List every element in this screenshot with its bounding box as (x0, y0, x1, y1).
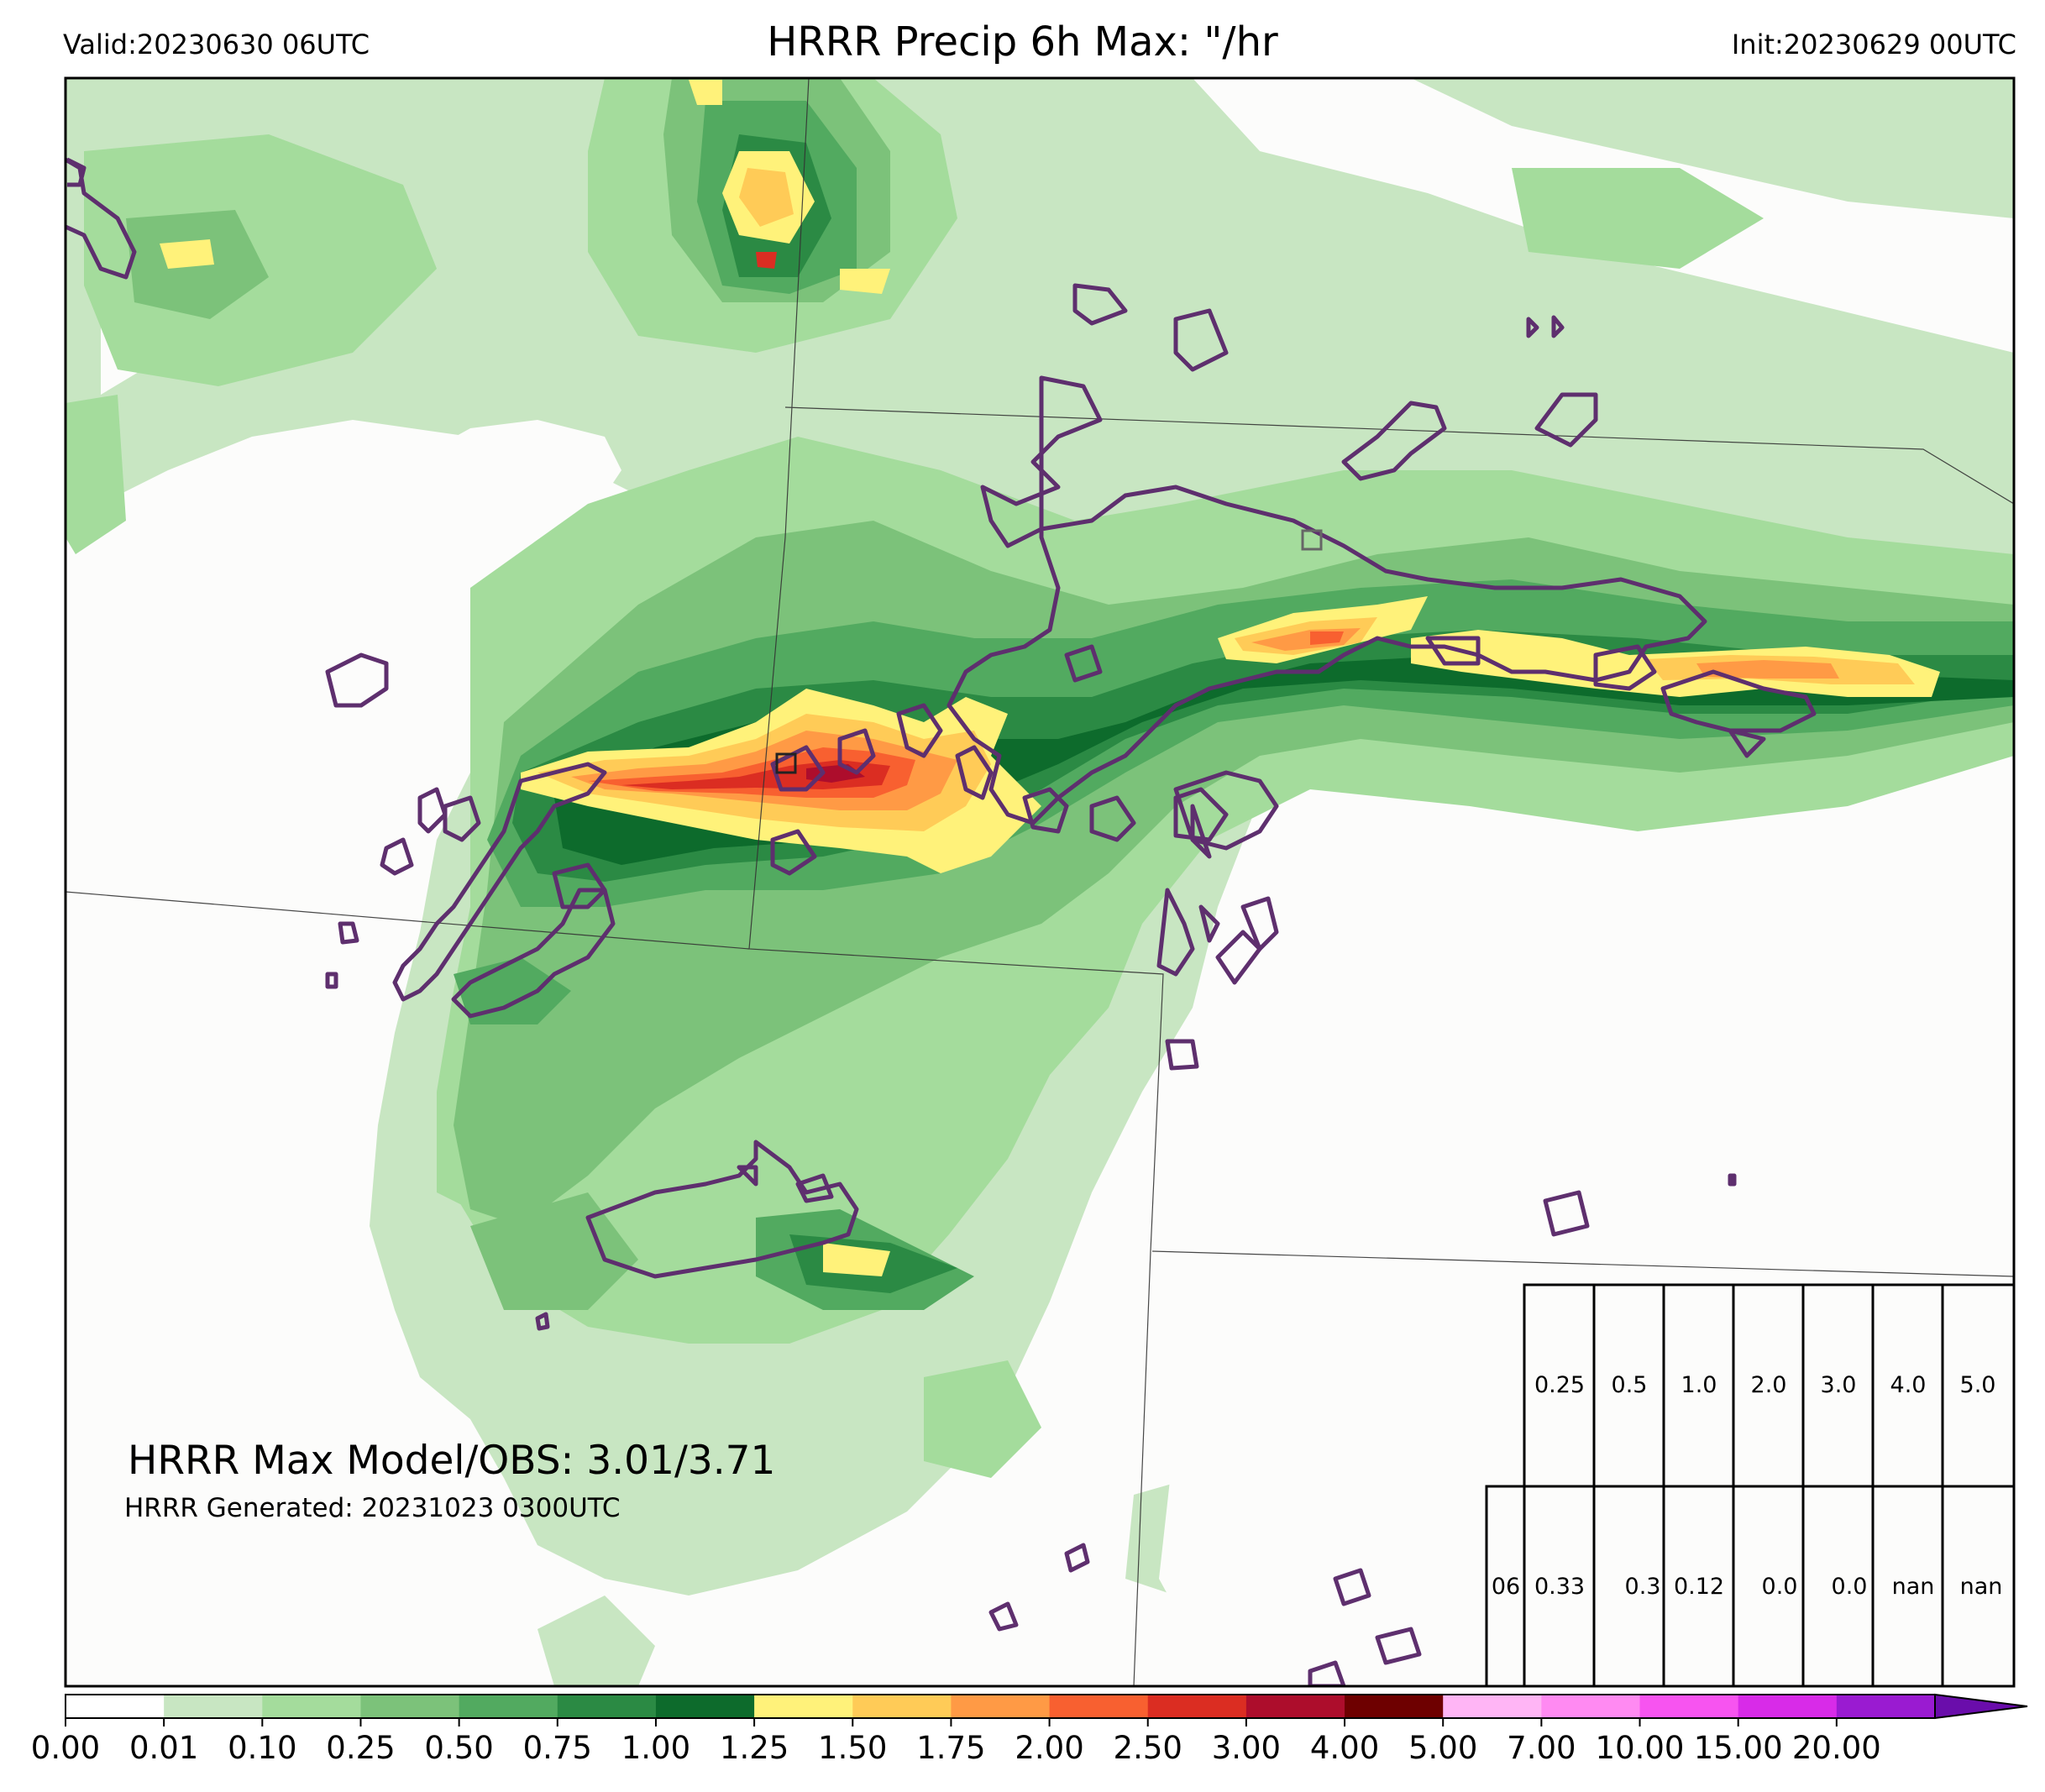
colorbar-tick-label: 3.00 (1211, 1730, 1282, 1766)
generated-label: HRRR Generated: 20231023 0300UTC (124, 1493, 621, 1523)
colorbar-segment (262, 1695, 361, 1718)
threshold-cell: 5.0 (1959, 1372, 1996, 1398)
colorbar-segment (1147, 1695, 1247, 1718)
colorbar-extend-arrow (1934, 1693, 2028, 1720)
stats-table (1485, 1283, 2016, 1688)
colorbar-segment (164, 1695, 263, 1718)
precip-field (66, 78, 2014, 1686)
colorbar-tick-label: 20.00 (1791, 1730, 1881, 1766)
colorbar-segment (66, 1695, 165, 1718)
threshold-cell: 3.0 (1820, 1372, 1857, 1398)
threshold-cell: 0.5 (1611, 1372, 1648, 1398)
colorbar-segment (1836, 1695, 1936, 1718)
colorbar-segment (360, 1695, 460, 1718)
threshold-cell: 4.0 (1890, 1372, 1927, 1398)
colorbar-tick-label: 0.25 (326, 1730, 396, 1766)
colorbar-tick-label: 1.25 (719, 1730, 789, 1766)
station-marker (775, 752, 797, 774)
station-marker (1301, 529, 1323, 551)
colorbar-frame (65, 1694, 1936, 1719)
threshold-cell: 0.25 (1534, 1372, 1586, 1398)
colorbar-tick-label: 2.50 (1113, 1730, 1182, 1766)
map-frame (64, 76, 2016, 1688)
colorbar (65, 1693, 2028, 1727)
init-time-label: Init:20230629 00UTC (1731, 29, 2016, 60)
colorbar-segment (1345, 1695, 1444, 1718)
colorbar-tick-label: 4.00 (1309, 1730, 1380, 1766)
state-boundaries (66, 78, 2014, 1686)
row-label-cell: 06 (1491, 1574, 1521, 1600)
colorbar-tick-label: 1.00 (621, 1730, 691, 1766)
obs-contours (66, 157, 1817, 1686)
colorbar-tick-label: 0.75 (522, 1730, 592, 1766)
colorbar-tick-label: 7.00 (1507, 1730, 1576, 1766)
colorbar-segment (557, 1695, 657, 1718)
colorbar-segment (951, 1695, 1051, 1718)
colorbar-tick-label: 5.00 (1408, 1730, 1478, 1766)
value-cell: 0.12 (1673, 1574, 1725, 1600)
threshold-cell: 1.0 (1681, 1372, 1717, 1398)
colorbar-segment (1443, 1695, 1542, 1718)
colorbar-tick-label: 0.10 (228, 1730, 297, 1766)
colorbar-segment (852, 1695, 952, 1718)
colorbar-tick-label: 0.00 (30, 1730, 101, 1766)
colorbar-tick-label: 1.50 (818, 1730, 888, 1766)
colorbar-tick-label: 0.50 (424, 1730, 494, 1766)
value-cell: nan (1959, 1574, 2003, 1600)
colorbar-segment (754, 1695, 853, 1718)
colorbar-segment (1639, 1695, 1739, 1718)
map-title: HRRR Precip 6h Max: "/hr (767, 18, 1278, 65)
colorbar-segment (1049, 1695, 1149, 1718)
value-cell: 0.3 (1624, 1574, 1661, 1600)
max-model-obs-label: HRRR Max Model/OBS: 3.01/3.71 (128, 1438, 776, 1484)
colorbar-segment (1245, 1695, 1345, 1718)
colorbar-segment (459, 1695, 558, 1718)
colorbar-tick-label: 15.00 (1693, 1730, 1783, 1766)
colorbar-tick-label: 2.00 (1015, 1730, 1084, 1766)
value-cell: 0.0 (1761, 1574, 1798, 1600)
colorbar-segment (1738, 1695, 1838, 1718)
colorbar-segment (1541, 1695, 1641, 1718)
value-cell: 0.33 (1534, 1574, 1586, 1600)
colorbar-tick-label: 10.00 (1595, 1730, 1685, 1766)
threshold-cell: 2.0 (1750, 1372, 1787, 1398)
valid-time-label: Valid:20230630 06UTC (63, 29, 370, 60)
value-cell: 0.0 (1831, 1574, 1868, 1600)
colorbar-tick-label: 0.01 (128, 1730, 199, 1766)
colorbar-segment (655, 1695, 755, 1718)
value-cell: nan (1891, 1574, 1935, 1600)
colorbar-tick-label: 1.75 (916, 1730, 986, 1766)
